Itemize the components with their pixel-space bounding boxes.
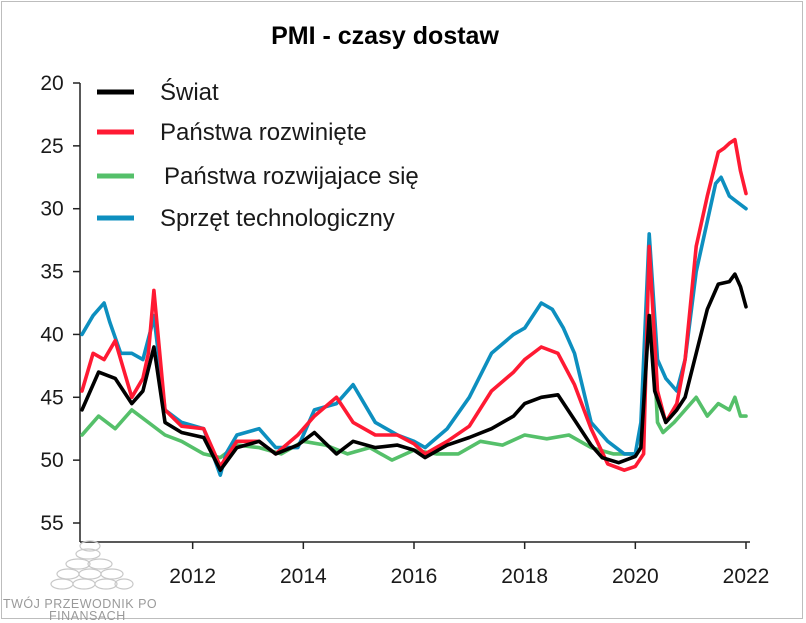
watermark-line-1: TWÓJ PRZEWODNIK PO [3,597,158,611]
y-tick-label: 55 [40,512,63,535]
y-tick-label: 40 [40,323,63,346]
x-tick-label: 2018 [501,565,548,588]
legend-label: Państwa rozwinięte [160,119,367,146]
legend-label: Świat [160,78,219,106]
watermark-text: TWÓJ PRZEWODNIK PO FINANSACH [3,597,203,623]
watermark-logo [50,540,134,590]
x-tick-label: 2012 [169,565,216,588]
y-tick-label: 20 [40,72,63,95]
y-tick-label: 30 [40,198,63,221]
chart-title: PMI - czasy dostaw [271,22,499,50]
y-tick-label: 50 [40,449,63,472]
y-tick-label: 45 [40,386,63,409]
legend-label: Sprzęt technologiczny [160,205,395,232]
legend-label: Państwa rozwijajace się [164,163,419,190]
series-line-0 [80,272,748,472]
x-tick-label: 2014 [280,565,327,588]
watermark-line-2: FINANSACH [49,609,126,623]
x-tick-label: 2016 [391,565,438,588]
series-line-1 [80,137,748,472]
x-tick-label: 2020 [612,565,659,588]
y-tick-label: 35 [40,261,63,284]
y-tick-label: 25 [40,135,63,158]
x-tick-label: 2022 [723,565,770,588]
series-line-2 [80,313,748,462]
